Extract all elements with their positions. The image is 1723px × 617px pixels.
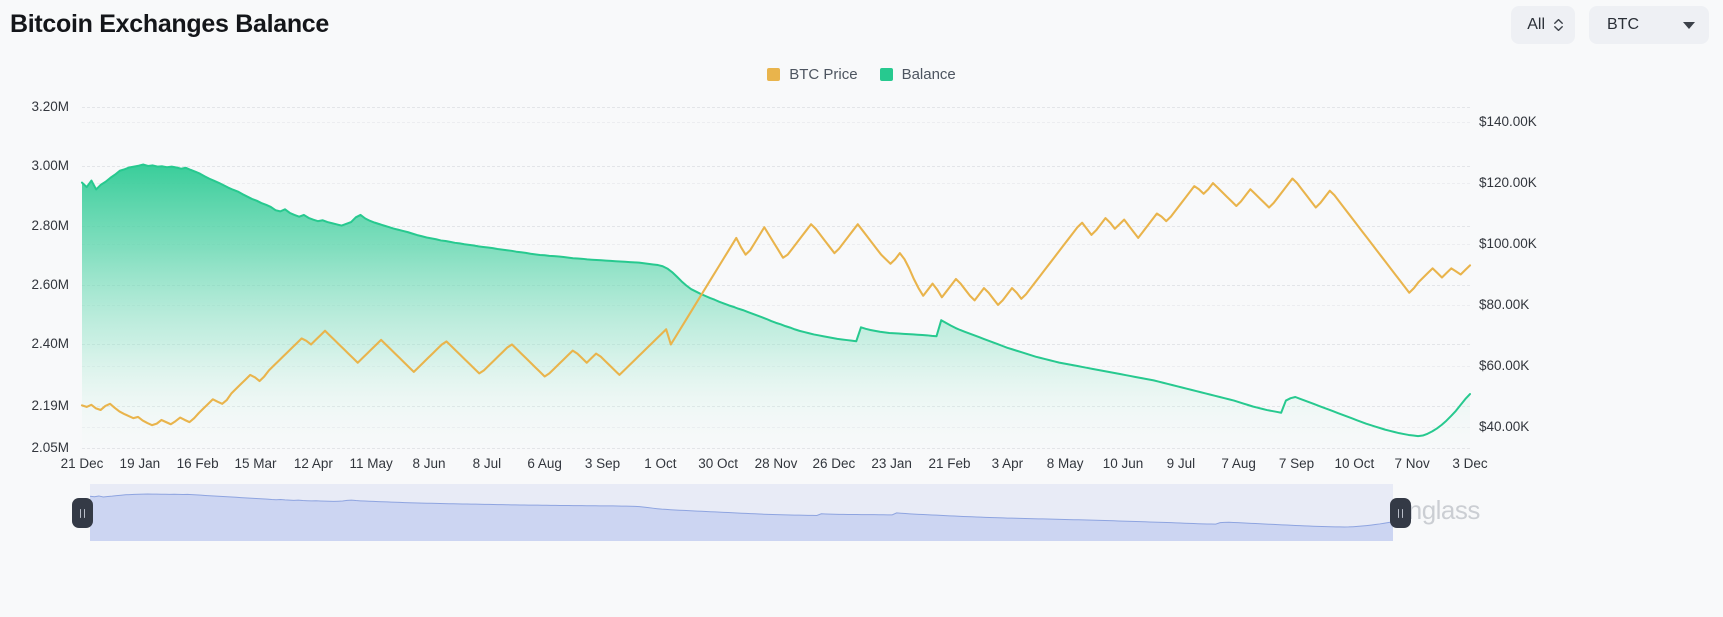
series-canvas (80, 107, 1472, 448)
x-axis-tick: 8 May (1046, 456, 1084, 471)
y-axis-left-tick: 3.20M (31, 99, 69, 114)
x-axis-tick: 7 Sep (1278, 456, 1315, 471)
x-axis: 21 Dec 19 Jan 16 Feb 15 Mar 12 Apr 11 May 8 Ju… (0, 457, 1723, 477)
x-axis-tick: 19 Jan (119, 456, 161, 471)
y-axis-right-tick: $120.00K (1479, 175, 1537, 191)
y-axis-left-tick: 2.19M (31, 398, 69, 414)
x-axis-tick: 8 Jul (472, 456, 502, 471)
gridline (82, 107, 1470, 108)
x-axis-tick: 23 Jan (871, 456, 912, 471)
x-axis-tick: 28 Nov (754, 456, 798, 471)
gridline (82, 284, 1470, 286)
legend-swatch-btc-price (767, 68, 781, 81)
gridline (82, 448, 1470, 449)
chart-plot-area[interactable]: 3.20M 3.00M 2.80M 2.60M 2.40M 2.19M 2.05M $140… (0, 95, 1723, 525)
x-axis-tick: 26 Dec (812, 456, 856, 471)
gridline-right (82, 122, 1470, 124)
x-axis-tick: 7 Nov (1394, 456, 1430, 471)
range-select[interactable]: All (1511, 6, 1575, 44)
navigator-handle-left[interactable] (72, 498, 93, 528)
x-axis-tick: 7 Aug (1221, 456, 1256, 471)
y-axis-right-tick: $80.00K (1479, 296, 1530, 312)
y-axis-right-tick: $140.00K (1479, 114, 1537, 130)
x-axis-tick: 12 Apr (293, 456, 333, 471)
drag-handle-icon (79, 508, 82, 518)
asset-select[interactable]: BTC (1589, 6, 1709, 44)
x-axis-tick: 21 Feb (928, 456, 971, 471)
y-axis-right-tick: $60.00K (1479, 357, 1530, 373)
gridline-right (82, 183, 1470, 185)
x-axis-tick: 30 Oct (698, 456, 739, 471)
y-axis-right-tick: $40.00K (1479, 418, 1530, 434)
x-axis-tick: 15 Mar (234, 456, 277, 471)
gridline-right (82, 304, 1470, 306)
legend-swatch-balance (879, 68, 893, 81)
x-axis-tick: 1 Oct (644, 456, 677, 471)
navigator-area-fill (90, 494, 1393, 541)
legend-item-balance[interactable]: Balance (879, 66, 956, 83)
balance-area-fill (82, 164, 1470, 448)
y-axis-left-tick: 2.40M (31, 336, 69, 352)
drag-handle-icon (1397, 508, 1400, 518)
y-axis-left-tick: 2.60M (31, 276, 69, 292)
drag-handle-icon (1401, 508, 1404, 518)
x-axis-tick: 21 Dec (60, 456, 104, 471)
x-axis-tick: 11 May (349, 456, 393, 471)
chevron-updown-icon (1554, 19, 1563, 31)
y-axis-left-tick: 2.05M (31, 440, 69, 455)
x-axis-tick: 9 Jul (1166, 456, 1196, 471)
legend-label-balance: Balance (901, 66, 956, 83)
btc-price-line (80, 177, 1472, 427)
chevron-down-icon (1683, 21, 1695, 29)
y-axis-right-tick: $100.00K (1479, 236, 1537, 251)
balance-line (81, 163, 1471, 438)
legend-label-btc-price: BTC Price (789, 66, 858, 83)
asset-select-value: BTC (1607, 16, 1639, 33)
navigator-handle-right[interactable] (1390, 498, 1411, 528)
gridline (82, 166, 1470, 168)
x-axis-tick: 3 Dec (1452, 456, 1488, 471)
chart-legend: BTC Price Balance (0, 66, 1723, 83)
range-navigator[interactable] (72, 484, 1411, 541)
x-axis-tick: 16 Feb (176, 456, 219, 471)
navigator-line (90, 494, 1393, 527)
x-axis-tick: 10 Oct (1334, 456, 1375, 471)
y-axis-left-tick: 2.80M (31, 217, 69, 233)
page-title: Bitcoin Exchanges Balance (10, 10, 330, 38)
gridline (82, 225, 1470, 227)
drag-handle-icon (83, 508, 86, 518)
x-axis-tick: 3 Apr (991, 456, 1024, 471)
y-axis-left-tick: 3.00M (31, 158, 69, 174)
range-select-value: All (1527, 16, 1545, 33)
x-axis-tick: 10 Jun (1102, 456, 1144, 471)
header-controls: All BTC (1511, 6, 1709, 44)
legend-item-btc-price[interactable]: BTC Price (767, 66, 858, 83)
x-axis-tick: 8 Jun (412, 456, 446, 471)
x-axis-tick: 6 Aug (527, 456, 562, 471)
x-axis-tick: 3 Sep (584, 456, 621, 471)
